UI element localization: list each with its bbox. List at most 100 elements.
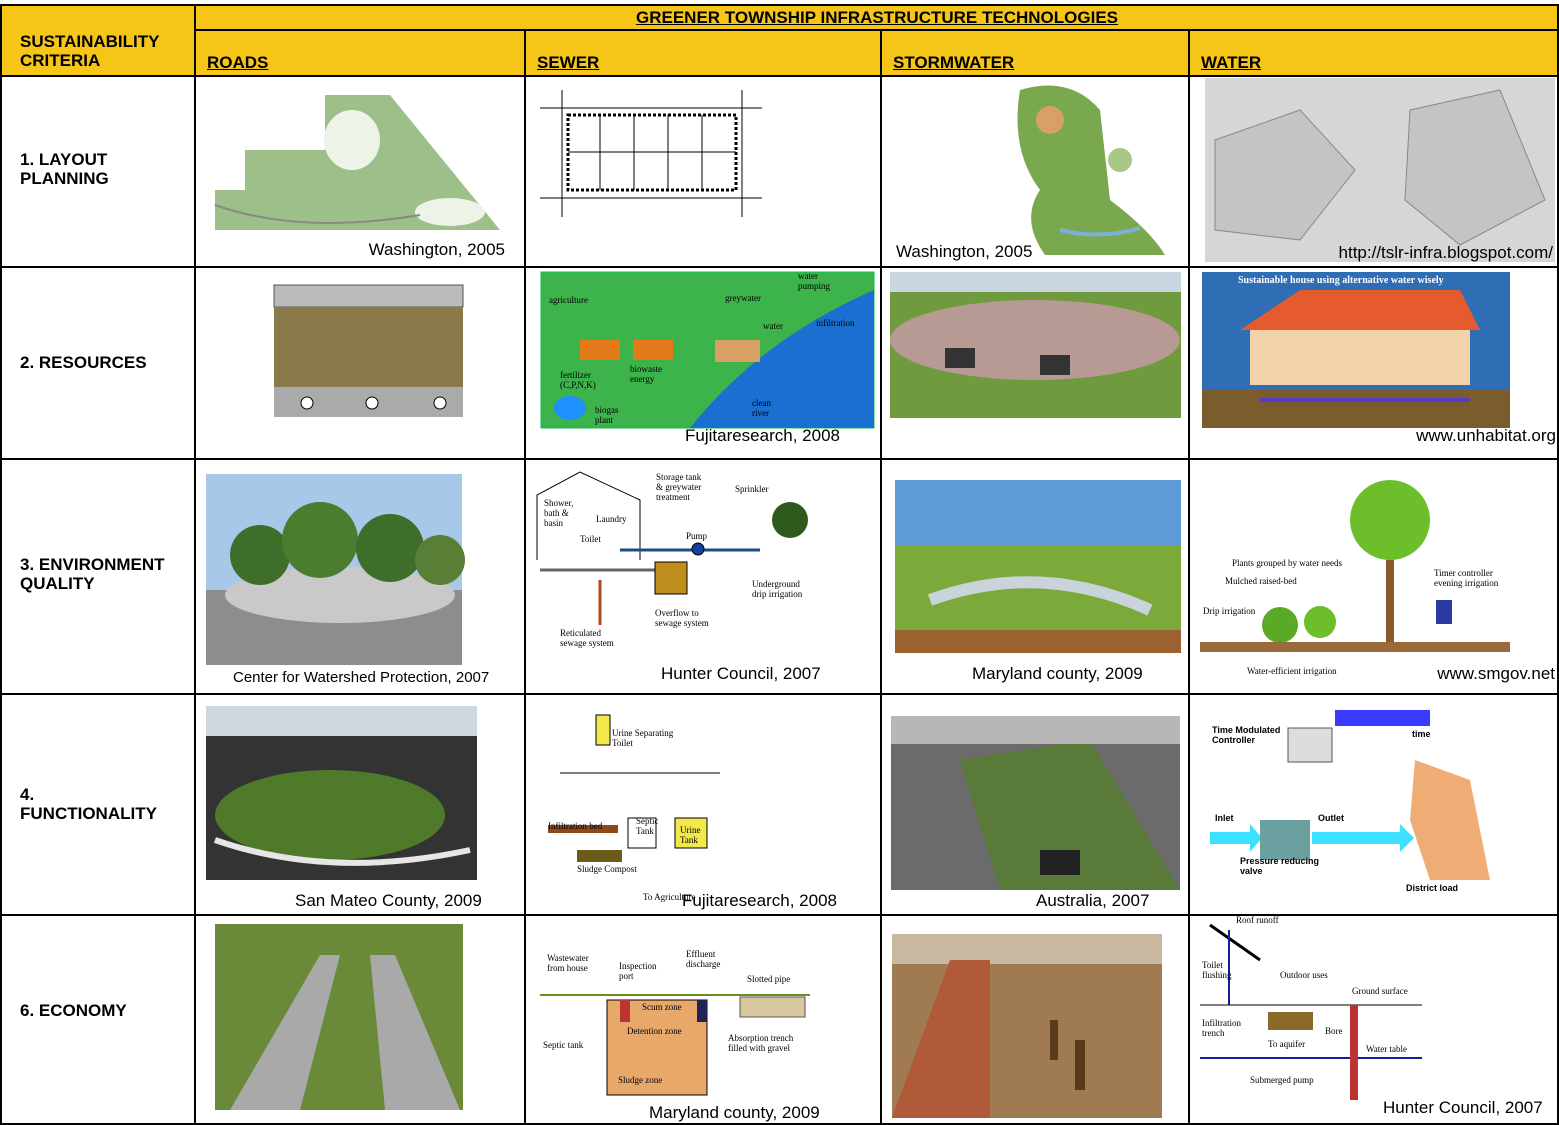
diagram-label: Scum zone xyxy=(642,1002,682,1012)
diagram-label: Inspection port xyxy=(619,961,657,981)
layout-stormwater-plan xyxy=(1017,85,1165,255)
diagram-label: Laundry xyxy=(596,514,627,524)
diagram-label: Sustainable house using alternative wate… xyxy=(1238,275,1444,286)
diagram-label: Pressure reducing valve xyxy=(1240,856,1320,876)
diagram-label: Pump xyxy=(686,531,708,541)
diagram-label: Septic Tank xyxy=(636,816,659,836)
caption: www.smgov.net xyxy=(1437,664,1555,683)
environment-sewer-diagram xyxy=(536,471,808,625)
diagram-label: Slotted pipe xyxy=(747,974,791,984)
diagram-label: Urine Separating Toilet xyxy=(612,728,674,748)
caption: Center for Watershed Protection, 2007 xyxy=(233,669,490,686)
resources-sewer-diagram xyxy=(540,271,875,429)
caption: Fujitaresearch, 2008 xyxy=(682,891,837,910)
diagram-label: Overflow to sewage system xyxy=(655,608,709,628)
diagram-label: Wastewater from house xyxy=(547,953,589,973)
column-header: ROADS xyxy=(207,53,269,72)
diagram-label: Timer controller evening irrigation xyxy=(1434,568,1499,588)
diagram-label: Effluent discharge xyxy=(686,949,721,969)
diagram-label: Time Modulated Controller xyxy=(1212,725,1281,745)
table-grid xyxy=(0,4,1559,1125)
caption: San Mateo County, 2009 xyxy=(295,891,482,910)
diagram-label: Absorption trench filled with gravel xyxy=(728,1033,794,1053)
diagram-label: Outlet xyxy=(1318,813,1344,823)
row-label: 2. RESOURCES xyxy=(20,353,147,372)
diagram-label: Water-efficient irrigation xyxy=(1247,666,1337,676)
caption: http://tslr-infra.blogspot.com/ xyxy=(1338,243,1553,262)
row-label: 6. ECONOMY xyxy=(20,1001,127,1020)
functionality-water-diagram xyxy=(1210,710,1490,880)
diagram-label: Submerged pump xyxy=(1250,1075,1314,1085)
diagram-label: Storage tank & greywater treatment xyxy=(656,472,702,502)
table-title: GREENER TOWNSHIP INFRASTRUCTURE TECHNOLO… xyxy=(635,8,1118,27)
environment-roads-photo xyxy=(206,474,465,665)
column-header: STORMWATER xyxy=(893,53,1015,72)
diagram-label: fertilizer (C,P,N,K) xyxy=(560,370,596,390)
caption: Washington, 2005 xyxy=(368,240,505,259)
diagram-label: Inlet xyxy=(1215,813,1234,823)
diagram-label: agriculture xyxy=(549,295,588,305)
economy-water-diagram xyxy=(1200,923,1422,1100)
diagram-label: Toilet flushing xyxy=(1202,960,1232,980)
diagram-label: Sprinkler xyxy=(735,484,769,494)
diagram-label: greywater xyxy=(725,293,761,303)
row-label: 1. LAYOUT PLANNING xyxy=(20,150,109,188)
row-label: 3. ENVIRONMENT QUALITY xyxy=(20,555,165,593)
header-band xyxy=(0,5,1559,76)
diagram-label: Infiltration bed xyxy=(548,821,603,831)
caption: Fujitaresearch, 2008 xyxy=(685,426,840,445)
diagram-label: Toilet xyxy=(580,534,601,544)
diagram-label: Septic tank xyxy=(543,1040,584,1050)
resources-roads-section xyxy=(273,284,464,417)
economy-sewer-diagram xyxy=(540,994,810,1096)
diagram-label: water xyxy=(763,321,783,331)
economy-roads-photo xyxy=(215,924,463,1110)
diagram-label: District load xyxy=(1406,883,1459,893)
diagram-label: clean river xyxy=(752,398,771,418)
column-header: WATER xyxy=(1201,53,1262,72)
diagram-label: Drip irrigation xyxy=(1203,606,1256,616)
diagram-label: biogas plant xyxy=(595,405,619,425)
diagram-label: Sludge Compost xyxy=(577,864,637,874)
diagram-label: To aquifer xyxy=(1268,1039,1306,1049)
caption: Australia, 2007 xyxy=(1036,891,1150,910)
caption: Maryland county, 2009 xyxy=(972,664,1143,683)
caption: Hunter Council, 2007 xyxy=(1383,1098,1543,1117)
functionality-sewer-diagram xyxy=(548,714,720,862)
environment-stormwater-photo xyxy=(895,480,1181,653)
column-header: SEWER xyxy=(537,53,600,72)
diagram-label: Sludge zone xyxy=(618,1075,663,1085)
diagram-label: infiltration xyxy=(816,318,855,328)
diagram-label: Bore xyxy=(1325,1026,1343,1036)
caption: Hunter Council, 2007 xyxy=(661,664,821,683)
diagram-label: Roof runoff xyxy=(1236,915,1279,925)
diagram-label: Water table xyxy=(1366,1044,1408,1054)
diagram-label: Infiltration trench xyxy=(1202,1018,1241,1038)
caption: Washington, 2005 xyxy=(896,242,1033,261)
functionality-stormwater-photo xyxy=(891,716,1180,890)
economy-stormwater-photo xyxy=(892,934,1162,1118)
diagram-label: Ground surface xyxy=(1352,986,1408,996)
caption: www.unhabitat.org xyxy=(1416,426,1556,445)
diagram-label: time xyxy=(1412,729,1431,739)
diagram-label: biowaste energy xyxy=(630,364,662,384)
diagram-label: Reticulated sewage system xyxy=(560,628,614,648)
criteria-header: SUSTAINABILITY CRITERIA xyxy=(20,32,160,70)
resources-stormwater-photo xyxy=(890,272,1181,418)
diagram-label: Outdoor uses xyxy=(1280,970,1328,980)
diagram-label: Plants grouped by water needs xyxy=(1232,558,1342,568)
row-label: 4. FUNCTIONALITY xyxy=(20,785,157,823)
diagram-label: Shower, bath & basin xyxy=(544,498,574,528)
diagram-label: Mulched raised-bed xyxy=(1225,576,1297,586)
caption: Maryland county, 2009 xyxy=(649,1103,820,1122)
layout-roads-plan xyxy=(214,95,500,230)
diagram-label: Urine Tank xyxy=(680,825,701,845)
functionality-roads-photo xyxy=(206,706,477,880)
layout-sewer-grid xyxy=(540,90,762,217)
diagram-label: To Agriculture xyxy=(643,892,696,902)
environment-water-illustration xyxy=(1200,480,1510,652)
resources-water-illustration xyxy=(1202,272,1510,428)
diagram-label: water pumping xyxy=(798,271,831,291)
